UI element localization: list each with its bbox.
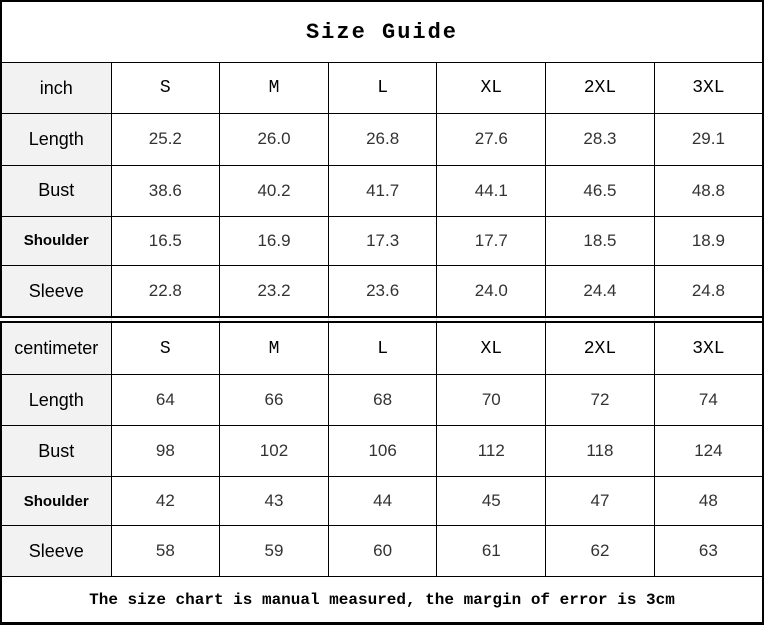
row-label-bust: Bust [0,425,112,478]
unit-label-inch: inch [0,62,112,115]
value-cell: 74 [653,373,764,427]
value-cell: 24.4 [545,264,655,318]
size-column-header-2xl: 2XL [545,62,655,115]
table-row-sleeve-inch: Sleeve 22.8 23.2 23.6 24.0 24.4 24.8 [0,264,764,318]
table-row-length-inch: Length 25.2 26.0 26.8 27.6 28.3 29.1 [0,113,764,166]
spacer-cell [653,316,764,324]
value-cell: 66 [219,373,329,427]
row-label-shoulder: Shoulder [0,215,112,266]
value-cell: 106 [327,425,438,478]
row-label-shoulder: Shoulder [0,476,112,527]
value-cell: 118 [545,425,655,478]
value-cell: 22.8 [110,264,221,318]
size-column-header-m: M [219,321,329,375]
value-cell: 102 [219,425,329,478]
inch-header-row: inch S M L XL 2XL 3XL [0,62,764,115]
value-cell: 16.5 [110,215,221,266]
value-cell: 23.6 [327,264,438,318]
value-cell: 58 [110,525,221,578]
size-column-header-xl: XL [436,62,547,115]
value-cell: 29.1 [653,113,764,166]
value-cell: 26.0 [219,113,329,166]
value-cell: 40.2 [219,164,329,217]
size-column-header-2xl: 2XL [545,321,655,375]
value-cell: 42 [110,476,221,527]
table-row-shoulder-inch: Shoulder 16.5 16.9 17.3 17.7 18.5 18.9 [0,215,764,266]
size-column-header-s: S [110,62,221,115]
size-column-header-3xl: 3XL [653,321,764,375]
value-cell: 17.3 [327,215,438,266]
table-row-sleeve-cm: Sleeve 58 59 60 61 62 63 [0,525,764,578]
row-label-length: Length [0,113,112,166]
size-column-header-m: M [219,62,329,115]
value-cell: 61 [436,525,547,578]
value-cell: 48 [653,476,764,527]
value-cell: 72 [545,373,655,427]
value-cell: 59 [219,525,329,578]
table-row-bust-inch: Bust 38.6 40.2 41.7 44.1 46.5 48.8 [0,164,764,217]
value-cell: 23.2 [219,264,329,318]
value-cell: 44 [327,476,438,527]
value-cell: 124 [653,425,764,478]
table-row-length-cm: Length 64 66 68 70 72 74 [0,373,764,427]
value-cell: 17.7 [436,215,547,266]
size-column-header-l: L [327,62,438,115]
value-cell: 26.8 [327,113,438,166]
spacer-cell [1,316,112,324]
row-label-length: Length [0,373,112,427]
size-column-header-xl: XL [436,321,547,375]
table-row-bust-cm: Bust 98 102 106 112 118 124 [0,425,764,478]
value-cell: 62 [545,525,655,578]
value-cell: 27.6 [436,113,547,166]
size-chart-footnote: The size chart is manual measured, the m… [0,576,764,625]
size-column-header-3xl: 3XL [653,62,764,115]
value-cell: 60 [327,525,438,578]
value-cell: 18.9 [653,215,764,266]
size-column-header-l: L [327,321,438,375]
value-cell: 24.0 [436,264,547,318]
row-label-bust: Bust [0,164,112,217]
table-row-shoulder-cm: Shoulder 42 43 44 45 47 48 [0,476,764,527]
value-cell: 24.8 [653,264,764,318]
value-cell: 44.1 [436,164,547,217]
size-guide-title: Size Guide [0,0,764,64]
value-cell: 48.8 [653,164,764,217]
row-label-sleeve: Sleeve [0,525,112,578]
footnote-row: The size chart is manual measured, the m… [0,576,764,625]
size-column-header-s: S [110,321,221,375]
centimeter-header-row: centimeter S M L XL 2XL 3XL [0,321,764,375]
value-cell: 68 [327,373,438,427]
value-cell: 41.7 [327,164,438,217]
value-cell: 16.9 [219,215,329,266]
value-cell: 45 [436,476,547,527]
title-row: Size Guide [0,0,764,64]
spacer-row [1,316,764,324]
value-cell: 70 [436,373,547,427]
value-cell: 25.2 [110,113,221,166]
value-cell: 112 [436,425,547,478]
row-label-sleeve: Sleeve [0,264,112,318]
value-cell: 46.5 [545,164,655,217]
value-cell: 47 [545,476,655,527]
value-cell: 28.3 [545,113,655,166]
value-cell: 43 [219,476,329,527]
value-cell: 98 [110,425,221,478]
value-cell: 63 [653,525,764,578]
value-cell: 38.6 [110,164,221,217]
value-cell: 18.5 [545,215,655,266]
unit-label-centimeter: centimeter [0,321,112,375]
value-cell: 64 [110,373,221,427]
